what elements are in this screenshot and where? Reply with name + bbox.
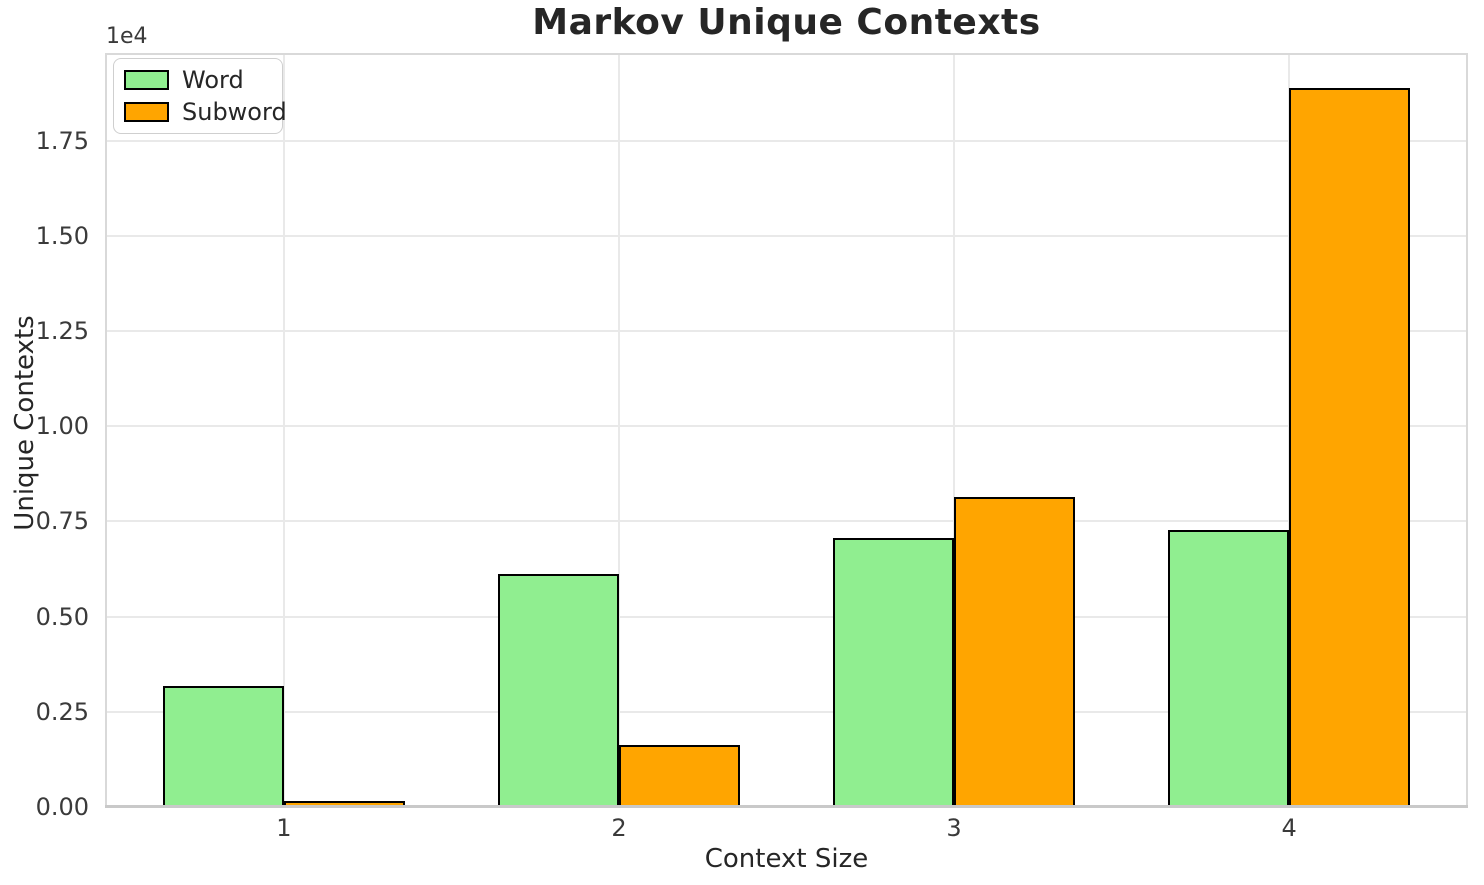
spine-top <box>105 53 1468 55</box>
y-tick-label: 1.25 <box>35 316 89 345</box>
legend-item-word: Word <box>124 64 282 96</box>
y-gridline <box>105 329 1468 332</box>
x-gridline <box>617 53 620 807</box>
y-gridline <box>105 710 1468 713</box>
x-axis-line <box>105 805 1468 808</box>
spine-left <box>105 53 107 807</box>
bar-word-2 <box>498 573 619 807</box>
bar-word-1 <box>163 685 284 807</box>
y-axis-offset-label: 1e4 <box>106 24 148 49</box>
y-gridline <box>105 139 1468 142</box>
y-tick-label: 0.75 <box>35 507 89 536</box>
y-gridline <box>105 520 1468 523</box>
y-tick-label: 1.00 <box>35 412 89 441</box>
chart-title: Markov Unique Contexts <box>532 2 1041 43</box>
x-axis-label: Context Size <box>704 844 869 874</box>
legend-label: Subword <box>182 98 287 126</box>
y-tick-label: 0.50 <box>35 602 89 631</box>
x-gridline <box>282 53 285 807</box>
x-gridline <box>953 53 956 807</box>
legend-item-subword: Subword <box>124 96 287 128</box>
plot-area <box>105 53 1468 807</box>
legend: Word Subword <box>113 58 287 134</box>
x-tick-label: 3 <box>946 814 962 842</box>
bar-subword-3 <box>954 497 1075 807</box>
y-gridline <box>105 615 1468 618</box>
x-tick-label: 4 <box>1281 814 1297 842</box>
bar-word-4 <box>1168 529 1290 807</box>
bar-subword-4 <box>1289 88 1410 807</box>
spine-right <box>1466 53 1468 807</box>
x-tick-label: 2 <box>611 814 627 842</box>
y-tick-label: 0.00 <box>35 793 89 821</box>
y-gridline <box>105 234 1468 237</box>
bar-subword-2 <box>618 745 740 807</box>
legend-swatch-subword <box>124 102 169 122</box>
legend-swatch-word <box>124 70 169 90</box>
bar-word-3 <box>833 537 955 807</box>
y-tick-label: 1.75 <box>35 126 89 155</box>
y-gridline <box>105 425 1468 428</box>
legend-label: Word <box>182 66 244 94</box>
x-tick-label: 1 <box>276 814 292 842</box>
y-tick-label: 0.25 <box>35 697 89 726</box>
y-tick-label: 1.50 <box>35 221 89 250</box>
